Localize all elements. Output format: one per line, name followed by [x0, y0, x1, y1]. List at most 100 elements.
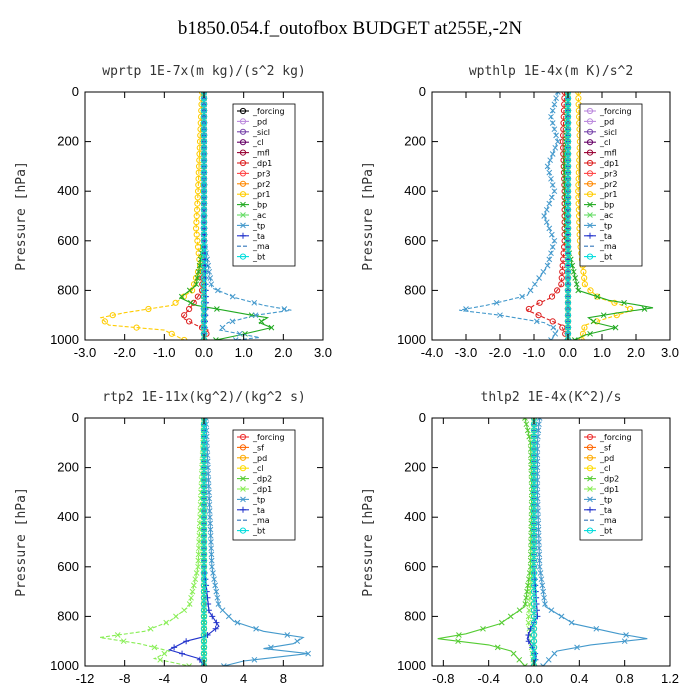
- series-marker: [200, 576, 208, 583]
- series-marker: [571, 337, 578, 340]
- legend-label: _ma: [252, 516, 270, 525]
- series-marker: [194, 275, 201, 281]
- series-marker: [193, 281, 200, 288]
- y-tick-label: 0: [72, 84, 79, 99]
- series-marker: [525, 613, 532, 620]
- series-marker: [530, 495, 538, 502]
- series-marker: [258, 318, 265, 325]
- series-marker: [208, 557, 215, 564]
- series-marker: [200, 551, 208, 558]
- legend-marker: [239, 159, 247, 167]
- legend-marker: [587, 486, 593, 492]
- series-marker: [580, 268, 587, 275]
- y-tick-label: 200: [57, 134, 79, 149]
- legend-marker: [586, 170, 594, 177]
- legend-marker: [586, 191, 594, 198]
- series-marker: [551, 650, 558, 657]
- series-marker: [538, 576, 545, 583]
- legend-label: _bp: [599, 201, 614, 210]
- panel-title: thlp2 1E-4x(K^2)/s: [481, 390, 622, 405]
- series-marker: [294, 638, 301, 645]
- series-marker: [564, 268, 572, 275]
- legend-marker: [586, 118, 594, 125]
- series-marker: [519, 293, 525, 300]
- series-marker: [581, 324, 588, 331]
- legend-marker: [239, 118, 247, 125]
- legend-marker: [586, 139, 594, 146]
- series-marker: [530, 433, 538, 440]
- series-marker: [564, 113, 572, 120]
- panel-title: rtp2 1E-11x(kg^2)/(kg^2 s): [102, 390, 306, 405]
- legend-label: _cl: [599, 138, 611, 147]
- series-marker: [212, 582, 219, 589]
- legend-label: _sf: [252, 443, 264, 452]
- series-marker: [572, 275, 579, 281]
- series-marker: [200, 274, 208, 282]
- series-marker: [189, 588, 196, 595]
- legend-label: _bp: [252, 201, 267, 210]
- legend-marker: [586, 107, 594, 115]
- series-marker: [530, 625, 538, 632]
- panel-title: wprtp 1E-7x(m kg)/(s^2 kg): [102, 64, 306, 79]
- series-marker: [220, 663, 227, 666]
- series-marker: [553, 95, 559, 102]
- x-tick-label: 4: [240, 671, 247, 686]
- x-tick-label: 0.4: [570, 671, 588, 686]
- series-marker: [530, 631, 538, 639]
- series-marker: [494, 644, 501, 651]
- series-marker: [611, 299, 618, 306]
- series-marker: [522, 418, 528, 421]
- legend-marker: [587, 506, 593, 513]
- series-marker: [552, 330, 559, 337]
- legend-label: _bt: [599, 253, 612, 262]
- x-tick-label: -4.0: [421, 345, 443, 360]
- y-tick-label: 800: [57, 608, 79, 623]
- series-marker: [536, 421, 542, 428]
- x-tick-label: 3.0: [314, 345, 332, 360]
- series-marker: [200, 163, 208, 170]
- series-marker: [564, 163, 572, 170]
- legend-marker: [587, 212, 593, 218]
- legend-label: _bt: [252, 253, 265, 262]
- series-marker: [564, 150, 572, 158]
- legend-label: _forcing: [599, 107, 632, 116]
- y-tick-label: 800: [57, 282, 79, 297]
- series-marker: [208, 539, 214, 545]
- legend-label: _cl: [599, 464, 611, 473]
- series-marker: [564, 101, 572, 108]
- series-marker: [200, 470, 208, 477]
- series-marker: [194, 237, 201, 244]
- series-marker: [546, 169, 553, 176]
- y-tick-label: 1000: [397, 332, 426, 347]
- series-marker: [564, 132, 572, 139]
- series-marker: [530, 476, 538, 484]
- series-marker: [564, 169, 572, 176]
- legend-label: _dp1: [599, 485, 619, 494]
- series-marker: [536, 551, 543, 558]
- series-marker: [225, 613, 232, 620]
- series-marker: [200, 594, 208, 601]
- series-marker: [186, 287, 193, 294]
- series-marker: [564, 175, 572, 182]
- series-marker: [525, 638, 532, 645]
- legend-box: [232, 103, 296, 267]
- series-marker: [564, 324, 572, 331]
- series-marker: [186, 601, 193, 607]
- series-marker: [207, 526, 214, 533]
- series-marker: [564, 312, 572, 319]
- series-marker: [200, 476, 208, 484]
- series-marker: [200, 175, 208, 182]
- series-marker: [547, 157, 554, 164]
- legend-label: _mfl: [599, 149, 617, 158]
- series-marker: [516, 656, 523, 663]
- series-marker: [525, 619, 532, 626]
- x-tick-label: 3.0: [661, 345, 679, 360]
- series-marker: [553, 132, 559, 139]
- series-marker: [200, 650, 208, 657]
- series-marker: [564, 138, 572, 145]
- series-marker: [535, 427, 542, 434]
- series-marker: [564, 194, 572, 201]
- series-marker: [114, 632, 121, 638]
- series-marker: [530, 607, 538, 614]
- y-axis-label: Pressure [hPa]: [361, 161, 376, 271]
